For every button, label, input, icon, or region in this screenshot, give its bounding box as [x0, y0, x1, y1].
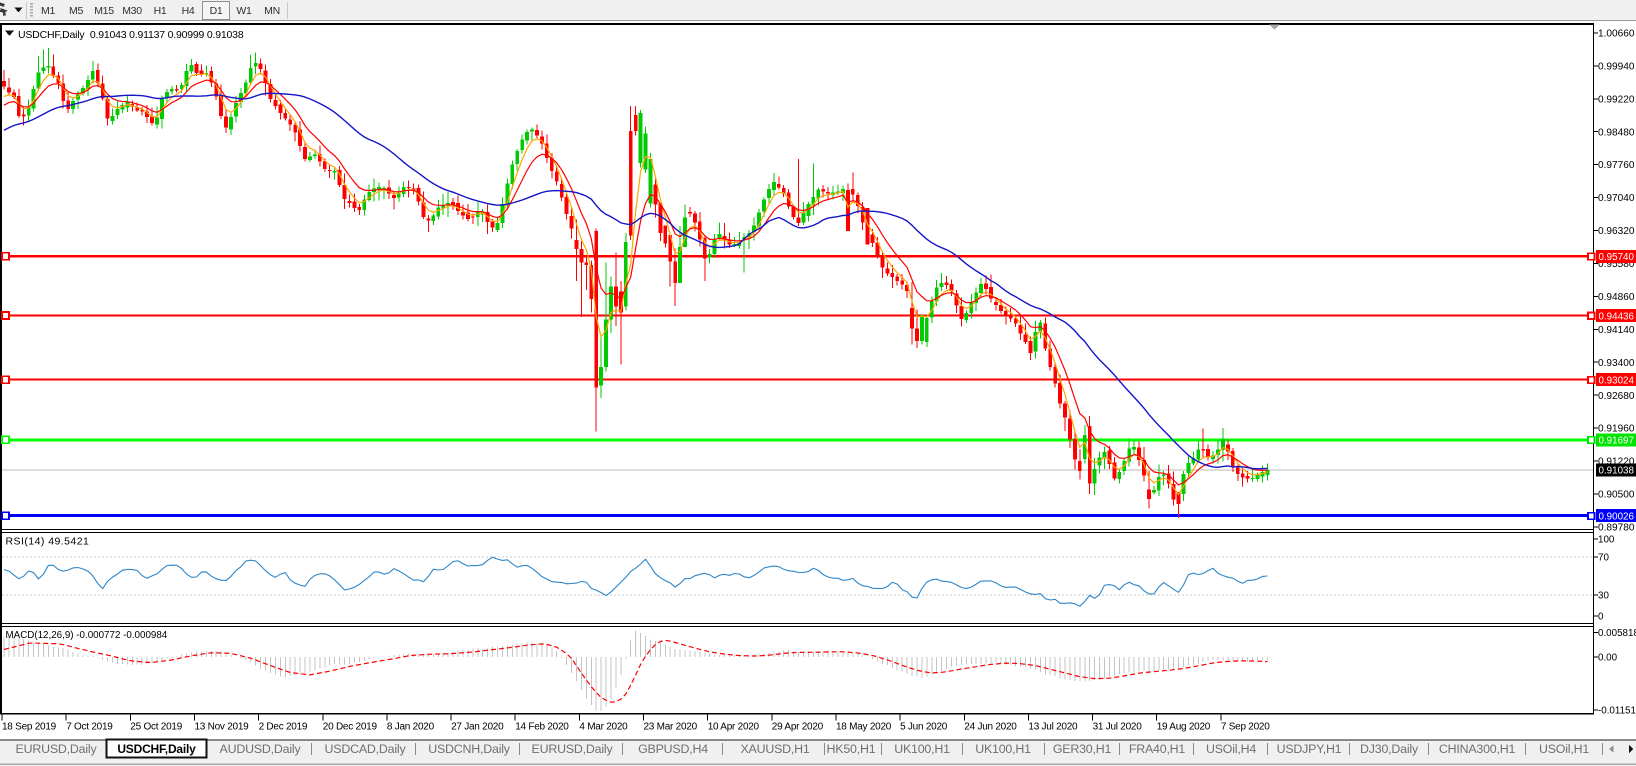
svg-text:XAUUSD,H1: XAUUSD,H1 [740, 742, 809, 756]
svg-text:M1: M1 [41, 5, 55, 17]
svg-text:19 Aug 2020: 19 Aug 2020 [1157, 722, 1211, 733]
svg-text:USDCHF,Daily: USDCHF,Daily [117, 742, 196, 756]
svg-text:GBPUSD,H4: GBPUSD,H4 [638, 742, 708, 756]
svg-text:D1: D1 [210, 5, 223, 17]
svg-text:USDCHF,Daily 0.91043 0.91137: USDCHF,Daily 0.91043 0.91137 0.90999 0.9… [18, 29, 244, 41]
svg-text:-0.011514: -0.011514 [1598, 706, 1636, 717]
svg-text:100: 100 [1598, 535, 1615, 546]
svg-text:18 Sep 2019: 18 Sep 2019 [2, 722, 57, 733]
svg-text:W1: W1 [236, 5, 252, 17]
svg-text:1.00660: 1.00660 [1598, 29, 1635, 40]
svg-text:USDCNH,Daily: USDCNH,Daily [428, 742, 511, 756]
svg-text:UK100,H1: UK100,H1 [975, 742, 1031, 756]
svg-text:0.97040: 0.97040 [1598, 193, 1635, 204]
svg-text:0.97760: 0.97760 [1598, 160, 1635, 171]
svg-text:0.95580: 0.95580 [1598, 259, 1635, 270]
svg-text:HK50,H1: HK50,H1 [827, 742, 876, 756]
svg-text:13 Jul 2020: 13 Jul 2020 [1028, 722, 1078, 733]
svg-text:0.94860: 0.94860 [1598, 292, 1635, 303]
svg-text:23 Mar 2020: 23 Mar 2020 [644, 722, 698, 733]
svg-text:31 Jul 2020: 31 Jul 2020 [1093, 722, 1143, 733]
svg-text:0.91697: 0.91697 [1599, 436, 1634, 447]
svg-text:0.90026: 0.90026 [1599, 512, 1635, 523]
svg-text:DJ30,Daily: DJ30,Daily [1360, 742, 1419, 756]
svg-text:UK100,H1: UK100,H1 [894, 742, 950, 756]
svg-text:20 Dec 2019: 20 Dec 2019 [323, 722, 378, 733]
svg-text:10 Apr 2020: 10 Apr 2020 [708, 722, 760, 733]
svg-text:8 Jan 2020: 8 Jan 2020 [387, 722, 435, 733]
svg-text:0.99220: 0.99220 [1598, 94, 1635, 105]
svg-text:0.92680: 0.92680 [1598, 391, 1635, 402]
svg-text:CHINA300,H1: CHINA300,H1 [1439, 742, 1516, 756]
svg-text:25 Oct 2019: 25 Oct 2019 [130, 722, 182, 733]
svg-text:0.91038: 0.91038 [1599, 466, 1635, 477]
svg-text:4 Mar 2020: 4 Mar 2020 [579, 722, 628, 733]
svg-text:13 Nov 2019: 13 Nov 2019 [195, 722, 250, 733]
svg-text:0.93400: 0.93400 [1598, 358, 1635, 369]
svg-text:0.00: 0.00 [1598, 653, 1618, 664]
svg-text:29 Apr 2020: 29 Apr 2020 [772, 722, 824, 733]
svg-text:7 Sep 2020: 7 Sep 2020 [1221, 722, 1270, 733]
svg-text:AUDUSD,Daily: AUDUSD,Daily [220, 742, 302, 756]
svg-text:0.89780: 0.89780 [1598, 523, 1635, 534]
svg-text:H1: H1 [154, 5, 167, 17]
svg-text:FRA40,H1: FRA40,H1 [1129, 742, 1186, 756]
svg-text:M30: M30 [122, 5, 142, 17]
svg-text:0.91220: 0.91220 [1598, 457, 1635, 468]
svg-text:27 Jan 2020: 27 Jan 2020 [451, 722, 504, 733]
svg-text:H4: H4 [182, 5, 195, 17]
svg-text:USDCAD,Daily: USDCAD,Daily [325, 742, 407, 756]
svg-text:MACD(12,26,9) -0.000772 -0.000: MACD(12,26,9) -0.000772 -0.000984 [6, 630, 168, 641]
svg-text:M15: M15 [94, 5, 114, 17]
svg-text:EURUSD,Daily: EURUSD,Daily [16, 742, 98, 756]
svg-text:24 Jun 2020: 24 Jun 2020 [964, 722, 1017, 733]
svg-text:5 Jun 2020: 5 Jun 2020 [900, 722, 948, 733]
svg-text:MN: MN [264, 5, 280, 17]
svg-text:0.94140: 0.94140 [1598, 325, 1635, 336]
svg-text:GER30,H1: GER30,H1 [1053, 742, 1112, 756]
svg-text:USOil,H1: USOil,H1 [1539, 742, 1589, 756]
svg-text:0: 0 [1598, 612, 1604, 623]
svg-text:0.98480: 0.98480 [1598, 127, 1635, 138]
svg-text:0.93024: 0.93024 [1599, 375, 1635, 386]
svg-text:EURUSD,Daily: EURUSD,Daily [532, 742, 614, 756]
svg-text:RSI(14) 49.5421: RSI(14) 49.5421 [6, 536, 90, 548]
svg-text:0.005818: 0.005818 [1598, 628, 1636, 639]
svg-text:0.91960: 0.91960 [1598, 424, 1635, 435]
svg-text:18 May 2020: 18 May 2020 [836, 722, 892, 733]
svg-text:70: 70 [1598, 553, 1609, 564]
svg-text:0.96320: 0.96320 [1598, 226, 1635, 237]
svg-text:USOil,H4: USOil,H4 [1206, 742, 1256, 756]
svg-text:7 Oct 2019: 7 Oct 2019 [66, 722, 113, 733]
svg-text:0.99940: 0.99940 [1598, 61, 1635, 72]
svg-text:0.90500: 0.90500 [1598, 490, 1635, 501]
svg-text:M5: M5 [69, 5, 83, 17]
svg-text:USDJPY,H1: USDJPY,H1 [1277, 742, 1342, 756]
svg-text:2 Dec 2019: 2 Dec 2019 [259, 722, 308, 733]
svg-text:0.94436: 0.94436 [1599, 311, 1635, 322]
svg-text:14 Feb 2020: 14 Feb 2020 [515, 722, 569, 733]
svg-text:30: 30 [1598, 591, 1609, 602]
svg-text:0.95740: 0.95740 [1599, 252, 1635, 263]
